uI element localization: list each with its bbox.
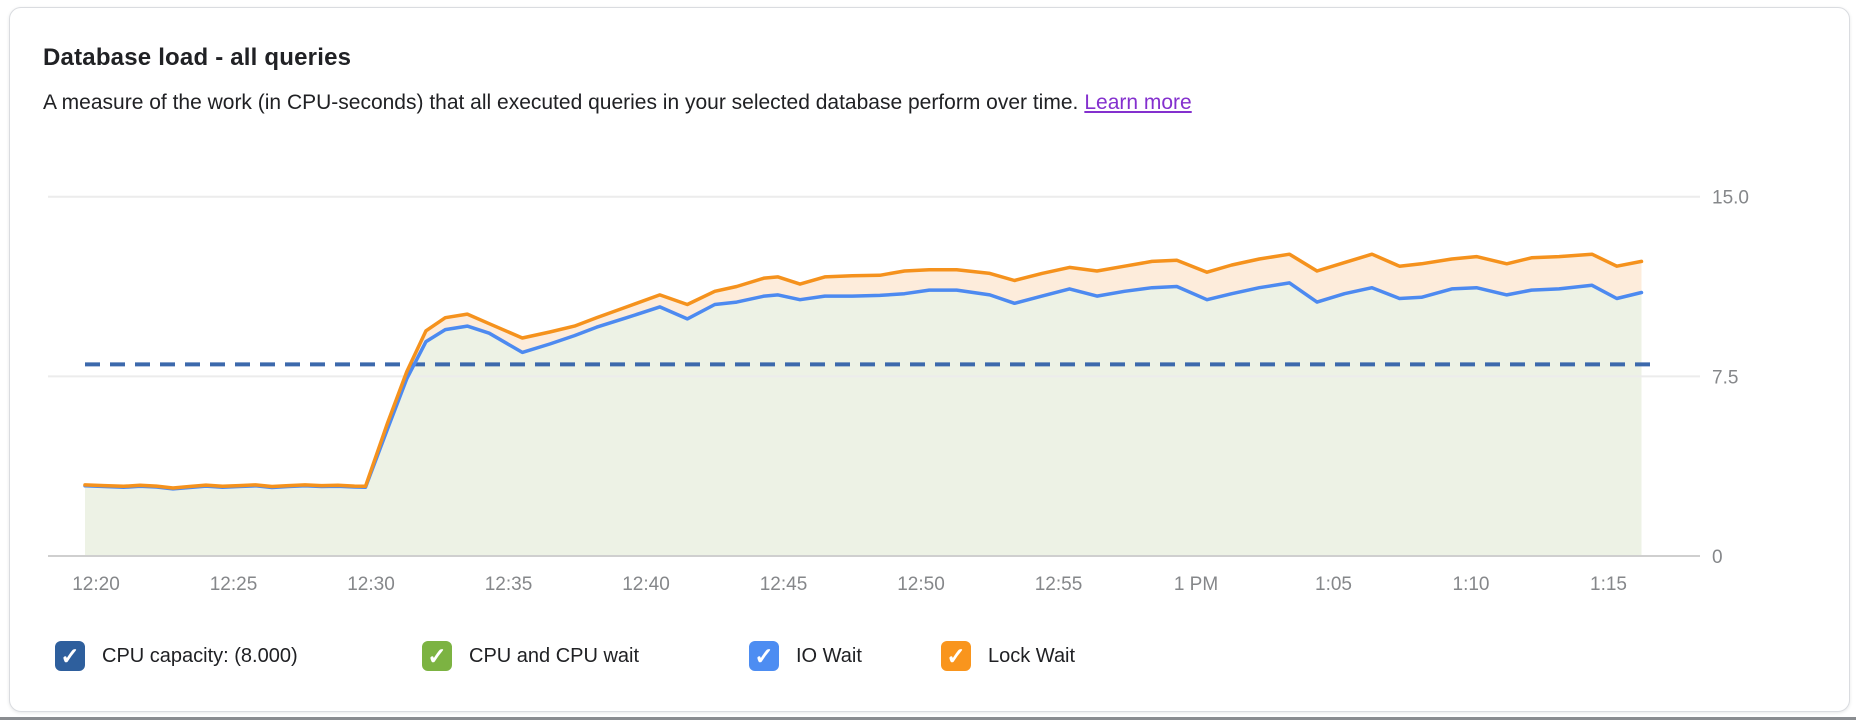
legend-label-cpu-capacity: CPU capacity: (8.000): [102, 644, 298, 667]
x-axis-label: 1:10: [1453, 574, 1490, 595]
x-axis-label: 12:55: [1035, 574, 1083, 595]
legend-label-lock-wait: Lock Wait: [988, 644, 1076, 667]
chart-description: A measure of the work (in CPU-seconds) t…: [43, 91, 1192, 115]
legend-label-cpu-and-cpu-wait: CPU and CPU wait: [469, 644, 640, 667]
legend-label-io-wait: IO Wait: [796, 644, 862, 667]
x-axis-label: 12:45: [760, 574, 808, 595]
checkbox-io-wait[interactable]: ✓: [749, 641, 779, 671]
y-axis-label: 0: [1712, 547, 1723, 568]
x-axis-label: 12:40: [622, 574, 670, 595]
check-icon: ✓: [754, 643, 774, 669]
legend-item-lock-wait[interactable]: ✓ Lock Wait: [941, 641, 1075, 671]
x-axis-label: 12:50: [897, 574, 945, 595]
description-text: A measure of the work (in CPU-seconds) t…: [43, 91, 1079, 114]
legend-item-cpu-and-cpu-wait[interactable]: ✓ CPU and CPU wait: [422, 641, 639, 671]
x-axis-label: 1:05: [1315, 574, 1352, 595]
next-card-edge: [0, 717, 1856, 720]
lock-wait-line: [83, 252, 1644, 490]
cpu-and-cpu-wait-area: [85, 282, 1642, 556]
x-axis-label: 12:35: [485, 574, 533, 595]
checkbox-cpu-capacity[interactable]: ✓: [55, 641, 85, 671]
checkbox-lock-wait[interactable]: ✓: [941, 641, 971, 671]
learn-more-link[interactable]: Learn more: [1084, 91, 1192, 114]
x-axis-label: 12:25: [210, 574, 258, 595]
page-title: Database load - all queries: [43, 44, 352, 71]
legend-item-cpu-capacity[interactable]: ✓ CPU capacity: (8.000): [55, 641, 298, 671]
chart-legend: ✓ CPU capacity: (8.000) ✓ CPU and CPU wa…: [0, 641, 1856, 675]
y-axis-label: 15.0: [1712, 188, 1749, 209]
legend-item-io-wait[interactable]: ✓ IO Wait: [749, 641, 862, 671]
x-axis-label: 1:15: [1590, 574, 1627, 595]
x-axis-label: 1 PM: [1174, 574, 1218, 595]
x-axis-label: 12:20: [72, 574, 120, 595]
checkbox-cpu-and-cpu-wait[interactable]: ✓: [422, 641, 452, 671]
check-icon: ✓: [60, 643, 80, 669]
lock-wait-area: [85, 254, 1642, 489]
x-axis-label: 12:30: [347, 574, 395, 595]
check-icon: ✓: [427, 643, 447, 669]
y-axis-label: 7.5: [1712, 367, 1738, 388]
check-icon: ✓: [946, 643, 966, 669]
